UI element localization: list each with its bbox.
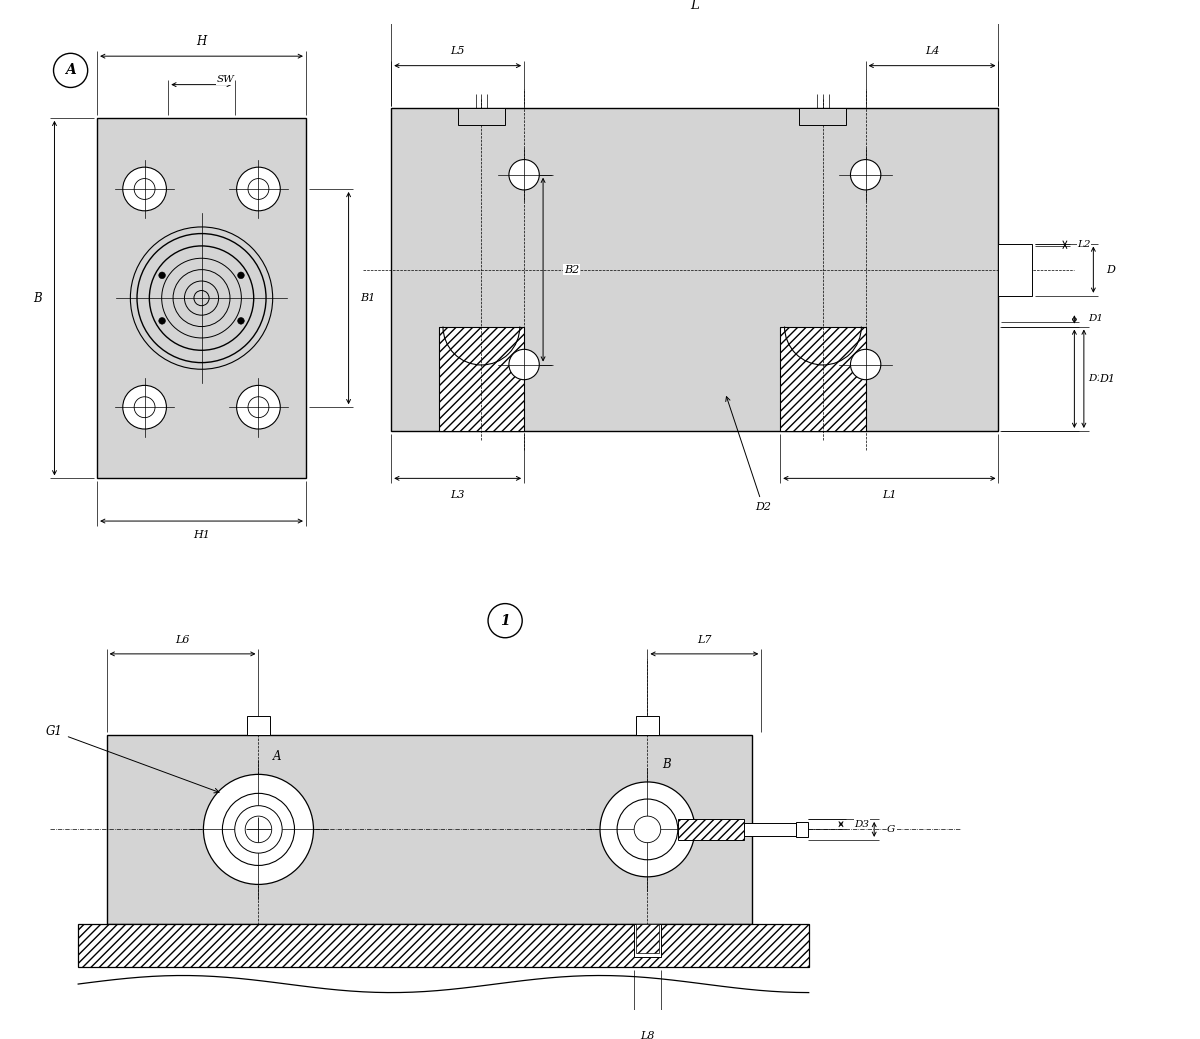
Bar bbox=[636, 925, 659, 953]
Bar bbox=[744, 823, 797, 836]
Circle shape bbox=[238, 272, 245, 278]
Bar bbox=[998, 243, 1032, 296]
Bar bbox=[246, 716, 270, 735]
Circle shape bbox=[235, 805, 282, 853]
Text: D: D bbox=[1106, 265, 1115, 274]
Text: D2: D2 bbox=[726, 397, 772, 512]
Text: D3: D3 bbox=[854, 820, 869, 829]
Text: B2: B2 bbox=[564, 265, 580, 274]
Circle shape bbox=[600, 782, 695, 877]
Text: D1: D1 bbox=[1087, 315, 1103, 323]
Circle shape bbox=[134, 179, 155, 199]
Bar bbox=[636, 716, 659, 735]
Text: H: H bbox=[197, 35, 206, 49]
Circle shape bbox=[222, 794, 294, 865]
Text: L8: L8 bbox=[640, 1032, 655, 1039]
Circle shape bbox=[245, 816, 271, 843]
Circle shape bbox=[248, 179, 269, 199]
Bar bbox=[78, 925, 809, 967]
Bar bbox=[439, 326, 524, 431]
Bar bbox=[678, 819, 744, 840]
Bar bbox=[799, 108, 846, 126]
Circle shape bbox=[134, 397, 155, 418]
Circle shape bbox=[238, 318, 245, 324]
Circle shape bbox=[204, 774, 313, 884]
Circle shape bbox=[509, 160, 539, 190]
Text: B: B bbox=[34, 292, 42, 304]
Bar bbox=[634, 925, 661, 958]
Text: B1: B1 bbox=[360, 293, 376, 303]
Text: D1: D1 bbox=[1087, 374, 1103, 383]
Text: L4: L4 bbox=[925, 47, 940, 56]
Circle shape bbox=[236, 167, 281, 211]
Text: G1: G1 bbox=[46, 725, 220, 793]
Circle shape bbox=[122, 167, 167, 211]
Bar bbox=[797, 822, 808, 836]
Text: SW: SW bbox=[216, 76, 234, 84]
Circle shape bbox=[634, 816, 661, 843]
Bar bbox=[107, 735, 752, 925]
Circle shape bbox=[509, 349, 539, 379]
Bar bbox=[97, 117, 306, 478]
Circle shape bbox=[158, 272, 166, 278]
Bar bbox=[391, 108, 998, 431]
Text: D1: D1 bbox=[1099, 374, 1116, 383]
Text: A: A bbox=[274, 750, 282, 763]
Bar bbox=[458, 108, 505, 126]
Text: L7: L7 bbox=[697, 635, 712, 644]
Text: A: A bbox=[65, 63, 76, 77]
Circle shape bbox=[617, 799, 678, 859]
Text: G: G bbox=[887, 825, 895, 834]
Text: L1: L1 bbox=[882, 490, 896, 501]
Bar bbox=[780, 326, 865, 431]
Text: L: L bbox=[690, 0, 700, 12]
Circle shape bbox=[137, 234, 266, 363]
Circle shape bbox=[851, 160, 881, 190]
Circle shape bbox=[851, 349, 881, 379]
Text: L3: L3 bbox=[450, 490, 464, 501]
Text: L5: L5 bbox=[450, 47, 464, 56]
Text: H1: H1 bbox=[193, 530, 210, 540]
Text: 1: 1 bbox=[500, 614, 510, 628]
Text: L2: L2 bbox=[1078, 240, 1091, 249]
Circle shape bbox=[236, 385, 281, 429]
Text: B: B bbox=[662, 757, 671, 771]
Circle shape bbox=[248, 397, 269, 418]
Circle shape bbox=[158, 318, 166, 324]
Circle shape bbox=[122, 385, 167, 429]
Text: L6: L6 bbox=[175, 635, 190, 644]
